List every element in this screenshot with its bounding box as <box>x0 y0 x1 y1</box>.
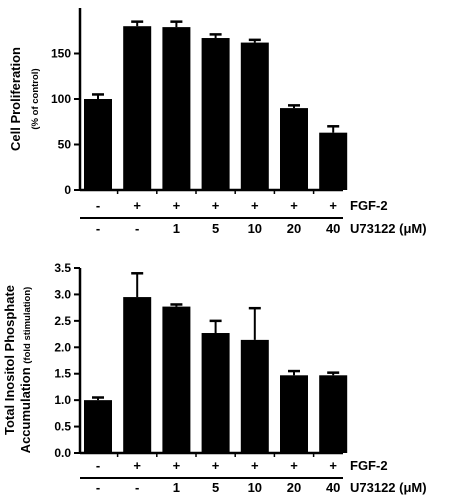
condition-value: - <box>96 221 100 236</box>
condition-value: - <box>96 458 100 473</box>
y-tick-label: 0.5 <box>54 420 71 434</box>
y-axis-subtitle: (fold stimulation) <box>22 287 33 364</box>
y-axis-title-line2: Accumulation (fold stimulation) <box>18 287 33 454</box>
condition-value: 1 <box>173 480 180 495</box>
y-tick-label: 1.0 <box>54 393 71 407</box>
condition-value: 5 <box>212 480 219 495</box>
condition-value: - <box>96 480 100 495</box>
y-axis-title-accumulation: Accumulation <box>18 364 33 454</box>
y-axis-title: Total Inositol Phosphate <box>2 285 17 435</box>
bar <box>123 297 152 453</box>
bar <box>319 375 348 453</box>
bar <box>123 26 152 191</box>
y-tick-label: 0 <box>64 183 71 197</box>
condition-value: 10 <box>248 480 262 495</box>
condition-value: + <box>329 458 337 473</box>
condition-value: + <box>212 198 220 213</box>
y-tick-label: 3.5 <box>54 261 71 275</box>
condition-value: - <box>135 221 139 236</box>
condition-value: + <box>173 458 181 473</box>
y-axis-subtitle: (% of control) <box>30 68 41 129</box>
bar <box>162 306 191 453</box>
condition-value: + <box>290 198 298 213</box>
condition-value: + <box>133 458 141 473</box>
condition-value: + <box>173 198 181 213</box>
condition-label: U73122 (μM) <box>350 221 427 236</box>
y-tick-label: 0.0 <box>54 446 71 460</box>
condition-value: + <box>133 198 141 213</box>
bar <box>84 400 112 453</box>
condition-value: 40 <box>326 221 340 236</box>
y-tick-label: 3.0 <box>54 287 71 301</box>
bar <box>201 38 230 190</box>
bar <box>84 99 112 190</box>
condition-value: + <box>251 198 259 213</box>
condition-value: + <box>329 198 337 213</box>
condition-value: 10 <box>248 221 262 236</box>
condition-value: + <box>251 458 259 473</box>
bar <box>240 339 269 453</box>
y-tick-label: 2.5 <box>54 314 71 328</box>
bar <box>280 375 308 453</box>
y-tick-label: 50 <box>58 138 72 152</box>
bar <box>240 42 269 190</box>
bar <box>319 132 348 190</box>
condition-label: U73122 (μM) <box>350 480 427 495</box>
condition-value: 20 <box>287 221 301 236</box>
bar <box>162 27 191 190</box>
condition-value: - <box>96 198 100 213</box>
bar <box>280 108 308 190</box>
condition-label: FGF-2 <box>350 198 388 213</box>
condition-value: 1 <box>173 221 180 236</box>
condition-label: FGF-2 <box>350 458 388 473</box>
condition-value: - <box>135 480 139 495</box>
condition-value: + <box>290 458 298 473</box>
y-tick-label: 150 <box>51 47 71 61</box>
condition-value: 40 <box>326 480 340 495</box>
condition-value: + <box>212 458 220 473</box>
y-axis-title: Cell Proliferation <box>8 47 23 151</box>
condition-value: 5 <box>212 221 219 236</box>
y-tick-label: 100 <box>51 92 71 106</box>
y-tick-label: 1.5 <box>54 367 71 381</box>
condition-value: 20 <box>287 480 301 495</box>
y-tick-label: 2.0 <box>54 340 71 354</box>
bar <box>201 333 230 453</box>
